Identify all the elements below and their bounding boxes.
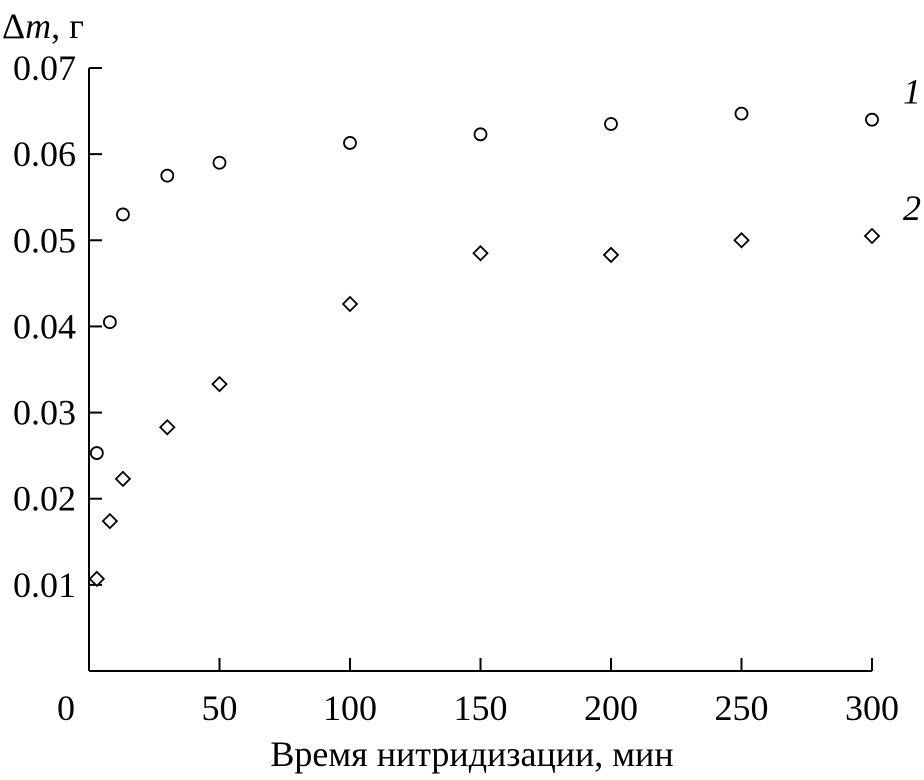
x-tick-label: 100 bbox=[323, 688, 377, 728]
series-1-point bbox=[89, 446, 104, 460]
y-axis-label: Δm, г bbox=[2, 6, 84, 46]
series-label-1: 1 bbox=[903, 72, 921, 112]
series-2-point bbox=[602, 246, 620, 264]
series-label-2: 2 bbox=[903, 188, 921, 228]
y-tick-label: 0.03 bbox=[13, 393, 76, 433]
y-tick-label: 0.01 bbox=[13, 565, 76, 605]
x-tick-label: 150 bbox=[454, 688, 508, 728]
series-1-point bbox=[116, 207, 130, 222]
series-2-point bbox=[88, 570, 106, 588]
series-2-point bbox=[101, 512, 119, 530]
series-2-point bbox=[159, 418, 176, 436]
y-tick-label: 0.02 bbox=[13, 479, 76, 519]
series-2-point bbox=[114, 470, 132, 488]
series-2-point bbox=[863, 227, 881, 245]
y-tick-label: 0.04 bbox=[13, 306, 76, 346]
x-tick-label: 250 bbox=[715, 688, 769, 728]
series-2-point bbox=[341, 295, 359, 313]
x-axis-label: Время нитридизации, мин bbox=[270, 734, 673, 774]
series-2-point bbox=[472, 244, 489, 262]
series-1-point bbox=[473, 127, 488, 142]
series-1-point bbox=[343, 136, 357, 150]
y-tick-label: 0.07 bbox=[13, 48, 76, 88]
series-1-point bbox=[604, 117, 618, 131]
series-1-point bbox=[734, 106, 749, 121]
x-tick-label: 50 bbox=[202, 688, 238, 728]
y-axis-ticks: 0.01 0.02 0.03 0.04 0.05 0.06 0.07 bbox=[13, 48, 102, 605]
series-1-point bbox=[212, 155, 227, 170]
series-1-point bbox=[865, 112, 879, 127]
series-2-point bbox=[733, 232, 750, 249]
y-tick-label: 0.06 bbox=[13, 134, 76, 174]
y-tick-label: 0.05 bbox=[13, 220, 76, 260]
series-1-point bbox=[102, 315, 117, 330]
x-tick-label: 0 bbox=[57, 688, 75, 728]
x-tick-label: 300 bbox=[845, 688, 899, 728]
x-axis-ticks: 0 50 100 150 200 250 300 bbox=[57, 658, 899, 728]
series-labels: 12 bbox=[903, 72, 921, 228]
data-markers bbox=[88, 106, 881, 588]
x-tick-label: 200 bbox=[584, 688, 638, 728]
series-1-point bbox=[160, 168, 175, 183]
series-2-point bbox=[211, 375, 228, 393]
